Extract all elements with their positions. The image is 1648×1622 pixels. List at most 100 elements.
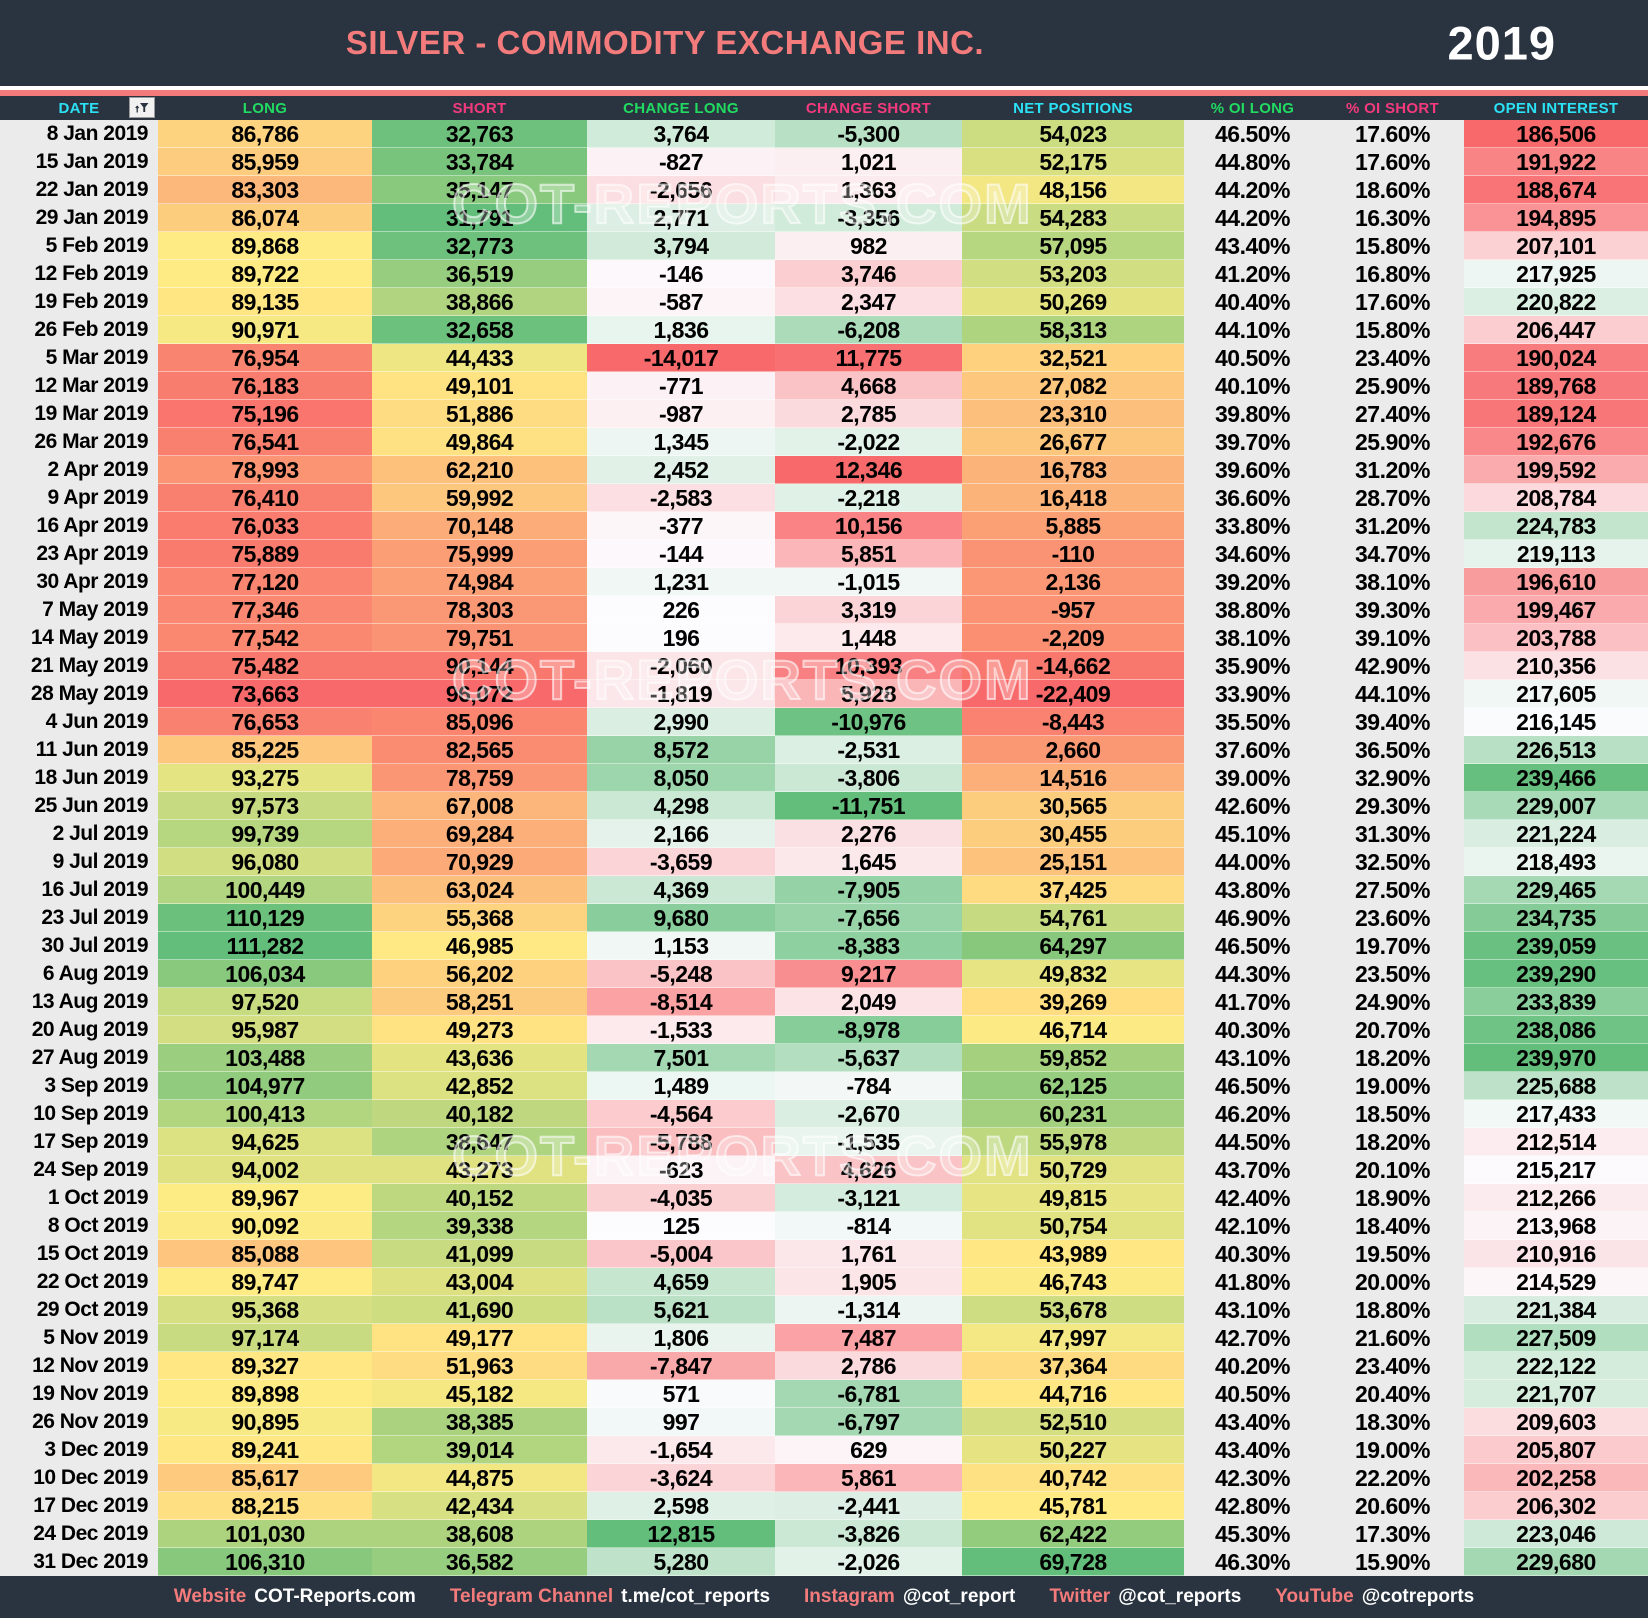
date-filter-button[interactable]: [129, 97, 155, 118]
cell-pct_oi_long: 44.80%: [1184, 148, 1321, 176]
cell-change_long: 7,501: [587, 1044, 775, 1072]
cell-change_short: -2,441: [775, 1492, 962, 1520]
cell-pct_oi_short: 18.60%: [1321, 176, 1464, 204]
cell-date: 16 Jul 2019: [0, 876, 158, 904]
table-row: 10 Sep 2019 100,413 40,182 -4,564 -2,670 60,2…: [0, 1100, 1648, 1128]
cell-open_interest: 239,059: [1464, 932, 1648, 960]
cell-short: 38,647: [372, 1128, 587, 1156]
cell-change_short: 9,217: [775, 960, 962, 988]
cell-net_positions: 5,885: [962, 512, 1184, 540]
cell-date: 30 Jul 2019: [0, 932, 158, 960]
table-row: 30 Jul 2019 111,282 46,985 1,153 -8,383 64,29…: [0, 932, 1648, 960]
cell-short: 49,177: [372, 1324, 587, 1352]
cell-pct_oi_short: 23.50%: [1321, 960, 1464, 988]
cell-change_short: -6,781: [775, 1380, 962, 1408]
cell-pct_oi_short: 18.50%: [1321, 1100, 1464, 1128]
cell-short: 49,101: [372, 372, 587, 400]
cell-pct_oi_short: 23.40%: [1321, 344, 1464, 372]
cell-long: 89,967: [158, 1184, 372, 1212]
cell-short: 35,147: [372, 176, 587, 204]
cell-open_interest: 194,895: [1464, 204, 1648, 232]
cell-long: 75,196: [158, 400, 372, 428]
cell-short: 90,144: [372, 652, 587, 680]
report-year: 2019: [1447, 16, 1556, 70]
cell-pct_oi_short: 18.30%: [1321, 1408, 1464, 1436]
cell-pct_oi_long: 35.50%: [1184, 708, 1321, 736]
cell-pct_oi_long: 43.10%: [1184, 1296, 1321, 1324]
cell-open_interest: 203,788: [1464, 624, 1648, 652]
cell-pct_oi_short: 27.50%: [1321, 876, 1464, 904]
table-row: 14 May 2019 77,542 79,751 196 1,448 -2,209 38.…: [0, 624, 1648, 652]
cell-pct_oi_long: 38.10%: [1184, 624, 1321, 652]
cell-date: 18 Jun 2019: [0, 764, 158, 792]
cell-pct_oi_long: 34.60%: [1184, 540, 1321, 568]
cell-long: 100,449: [158, 876, 372, 904]
table-row: 12 Nov 2019 89,327 51,963 -7,847 2,786 37,364…: [0, 1352, 1648, 1380]
cell-open_interest: 191,922: [1464, 148, 1648, 176]
cell-change_short: -5,300: [775, 120, 962, 148]
footer-instagram-value: @cot_report: [902, 1586, 1016, 1607]
cell-change_short: -3,806: [775, 764, 962, 792]
cell-short: 49,273: [372, 1016, 587, 1044]
cell-open_interest: 238,086: [1464, 1016, 1648, 1044]
cell-long: 101,030: [158, 1520, 372, 1548]
cell-change_long: 226: [587, 596, 775, 624]
table-row: 2 Jul 2019 99,739 69,284 2,166 2,276 30,455 45…: [0, 820, 1648, 848]
table-row: 26 Mar 2019 76,541 49,864 1,345 -2,022 26,677…: [0, 428, 1648, 456]
cell-net_positions: 50,754: [962, 1212, 1184, 1240]
cell-date: 22 Jan 2019: [0, 176, 158, 204]
cell-change_short: -8,978: [775, 1016, 962, 1044]
cell-change_long: 1,836: [587, 316, 775, 344]
cell-net_positions: 32,521: [962, 344, 1184, 372]
cell-change_short: -11,751: [775, 792, 962, 820]
cell-long: 75,889: [158, 540, 372, 568]
divider-white: [0, 86, 1648, 90]
cell-pct_oi_long: 44.20%: [1184, 176, 1321, 204]
cell-long: 97,573: [158, 792, 372, 820]
cell-pct_oi_long: 39.20%: [1184, 568, 1321, 596]
cell-open_interest: 210,356: [1464, 652, 1648, 680]
cell-net_positions: 47,997: [962, 1324, 1184, 1352]
cell-net_positions: 37,364: [962, 1352, 1184, 1380]
column-header-change_long: CHANGE LONG: [623, 99, 739, 117]
cell-pct_oi_long: 40.50%: [1184, 344, 1321, 372]
cell-pct_oi_short: 31.20%: [1321, 512, 1464, 540]
cell-pct_oi_long: 43.80%: [1184, 876, 1321, 904]
cell-open_interest: 234,735: [1464, 904, 1648, 932]
cell-change_short: 2,049: [775, 988, 962, 1016]
column-header-long: LONG: [242, 99, 288, 117]
cell-net_positions: 14,516: [962, 764, 1184, 792]
cell-change_long: -771: [587, 372, 775, 400]
cell-change_long: -587: [587, 288, 775, 316]
cell-short: 32,773: [372, 232, 587, 260]
cell-pct_oi_short: 42.90%: [1321, 652, 1464, 680]
cell-open_interest: 229,680: [1464, 1548, 1648, 1576]
cell-change_long: -3,624: [587, 1464, 775, 1492]
cell-date: 14 May 2019: [0, 624, 158, 652]
cell-net_positions: 59,852: [962, 1044, 1184, 1072]
cell-net_positions: 62,125: [962, 1072, 1184, 1100]
column-header-change_short: CHANGE SHORT: [805, 99, 932, 117]
cell-date: 9 Apr 2019: [0, 484, 158, 512]
cell-change_short: 4,668: [775, 372, 962, 400]
cell-net_positions: 27,082: [962, 372, 1184, 400]
table-row: 23 Jul 2019 110,129 55,368 9,680 -7,656 54,76…: [0, 904, 1648, 932]
cell-change_long: -4,564: [587, 1100, 775, 1128]
cell-short: 56,202: [372, 960, 587, 988]
cell-short: 51,886: [372, 400, 587, 428]
cell-change_long: -8,514: [587, 988, 775, 1016]
column-header-open_interest: OPEN INTEREST: [1493, 99, 1619, 117]
cell-net_positions: -110: [962, 540, 1184, 568]
cell-pct_oi_long: 38.80%: [1184, 596, 1321, 624]
table-row: 31 Dec 2019 106,310 36,582 5,280 -2,026 69,72…: [0, 1548, 1648, 1576]
cell-long: 89,868: [158, 232, 372, 260]
cell-open_interest: 192,676: [1464, 428, 1648, 456]
cell-change_short: 982: [775, 232, 962, 260]
table-row: 17 Sep 2019 94,625 38,647 -5,788 -1,535 55,97…: [0, 1128, 1648, 1156]
cell-pct_oi_short: 17.60%: [1321, 148, 1464, 176]
table-row: 8 Jan 2019 86,786 32,763 3,764 -5,300 54,023 4…: [0, 120, 1648, 148]
cell-open_interest: 221,384: [1464, 1296, 1648, 1324]
cell-change_long: -7,847: [587, 1352, 775, 1380]
cell-pct_oi_long: 33.80%: [1184, 512, 1321, 540]
cell-pct_oi_short: 16.80%: [1321, 260, 1464, 288]
